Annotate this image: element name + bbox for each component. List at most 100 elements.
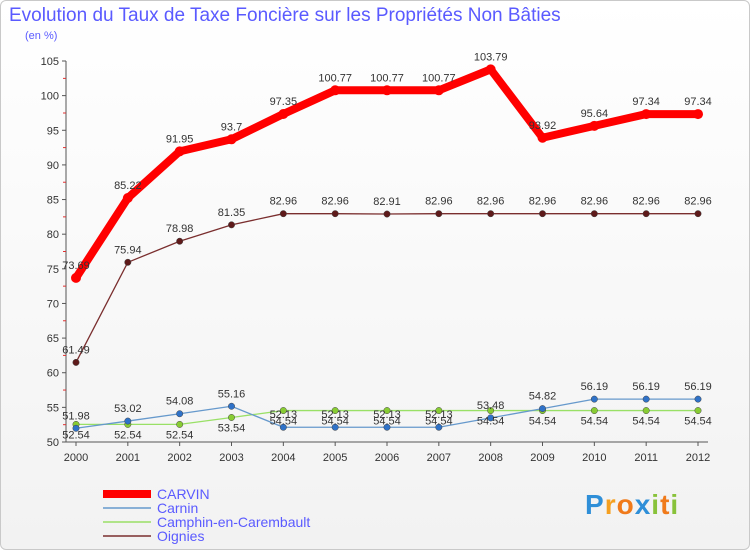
x-tick-label: 2009 — [530, 452, 554, 464]
data-label: 56.19 — [632, 381, 660, 393]
data-label: 54.54 — [581, 416, 609, 428]
y-tick-label: 65 — [47, 333, 59, 345]
data-point — [590, 210, 598, 218]
data-point — [435, 407, 443, 415]
data-point — [539, 210, 546, 218]
data-point — [331, 423, 339, 431]
data-label: 54.54 — [529, 416, 557, 428]
data-point — [71, 272, 81, 283]
data-point — [331, 210, 339, 218]
data-point — [539, 405, 546, 413]
x-tick-label: 2008 — [478, 452, 502, 464]
data-point — [122, 193, 133, 204]
y-tick-label: 95 — [47, 125, 59, 137]
data-label: 103.79 — [474, 51, 508, 63]
data-point — [641, 109, 652, 120]
data-label: 82.96 — [270, 196, 298, 208]
data-label: 56.19 — [581, 381, 609, 393]
data-point — [487, 407, 495, 415]
data-label: 52.13 — [373, 409, 401, 421]
data-point — [642, 407, 650, 415]
data-label: 54.54 — [373, 416, 401, 428]
legend-label: Carnin — [157, 500, 198, 516]
data-label: 82.96 — [632, 196, 660, 208]
logo-letter: x — [634, 489, 652, 520]
x-tick-label: 2012 — [686, 452, 710, 464]
data-point — [589, 120, 600, 131]
data-label: 91.95 — [166, 133, 194, 145]
logo-letter: i — [651, 489, 661, 520]
data-point — [278, 108, 289, 119]
data-point — [487, 210, 495, 218]
data-point — [72, 358, 80, 366]
data-label: 61.49 — [62, 344, 90, 356]
data-point — [590, 395, 598, 403]
data-point — [435, 423, 443, 431]
data-label: 52.13 — [270, 409, 298, 421]
data-label: 97.35 — [270, 96, 298, 108]
data-label: 82.96 — [684, 196, 712, 208]
y-tick-label: 70 — [47, 298, 59, 310]
data-label: 53.54 — [218, 422, 246, 434]
data-point — [694, 407, 702, 415]
x-tick-label: 2011 — [634, 452, 658, 464]
x-tick-label: 2005 — [323, 452, 347, 464]
chart-title: Evolution du Taux de Taxe Foncière sur l… — [9, 5, 561, 26]
data-label: 82.96 — [529, 196, 557, 208]
data-label: 73.69 — [62, 260, 90, 272]
data-point — [176, 410, 184, 418]
data-point — [642, 395, 650, 403]
data-point — [330, 85, 341, 96]
data-point — [124, 417, 132, 425]
data-label: 51.98 — [62, 410, 90, 422]
data-point — [642, 210, 650, 218]
data-label: 52.54 — [166, 429, 194, 441]
data-point — [435, 210, 443, 218]
data-label: 85.22 — [114, 180, 142, 192]
data-label: 82.96 — [321, 196, 349, 208]
data-label: 100.77 — [422, 72, 456, 84]
y-tick-label: 55 — [47, 402, 59, 414]
data-point — [331, 407, 339, 415]
data-point — [693, 109, 703, 120]
data-point — [383, 210, 391, 218]
data-point — [487, 414, 495, 422]
data-label: 54.54 — [684, 416, 712, 428]
data-label: 54.54 — [425, 416, 453, 428]
data-point — [537, 132, 548, 143]
data-point — [279, 423, 287, 431]
data-point — [226, 134, 237, 145]
data-label: 54.82 — [529, 391, 557, 403]
data-point — [174, 146, 185, 157]
logo-letter: P — [585, 489, 605, 520]
series-line-3 — [75, 213, 699, 364]
data-label: 55.16 — [218, 388, 246, 400]
data-label: 52.13 — [321, 409, 349, 421]
data-label: 54.08 — [166, 396, 194, 408]
data-label: 82.91 — [373, 196, 401, 208]
logo-letter: t — [660, 489, 671, 520]
data-label: 56.19 — [684, 381, 712, 393]
data-point — [382, 85, 392, 96]
data-point — [694, 210, 702, 218]
data-point — [279, 407, 287, 415]
data-label: 78.98 — [166, 223, 194, 235]
data-label: 52.54 — [62, 429, 90, 441]
data-point — [433, 85, 444, 96]
data-label: 97.34 — [632, 96, 660, 108]
data-label: 54.54 — [270, 416, 298, 428]
data-label: 82.96 — [425, 196, 453, 208]
data-point — [176, 420, 184, 428]
y-tick-label: 60 — [47, 368, 59, 380]
data-label: 81.35 — [218, 207, 246, 219]
data-point — [124, 258, 132, 266]
legend-label: Camphin-en-Carembault — [157, 514, 310, 530]
x-tick-label: 2001 — [116, 452, 140, 464]
data-point — [383, 407, 391, 415]
y-tick-label: 90 — [47, 160, 59, 172]
logo-letter: i — [670, 489, 680, 520]
data-label: 54.54 — [632, 416, 660, 428]
y-tick-label: 50 — [47, 437, 59, 449]
